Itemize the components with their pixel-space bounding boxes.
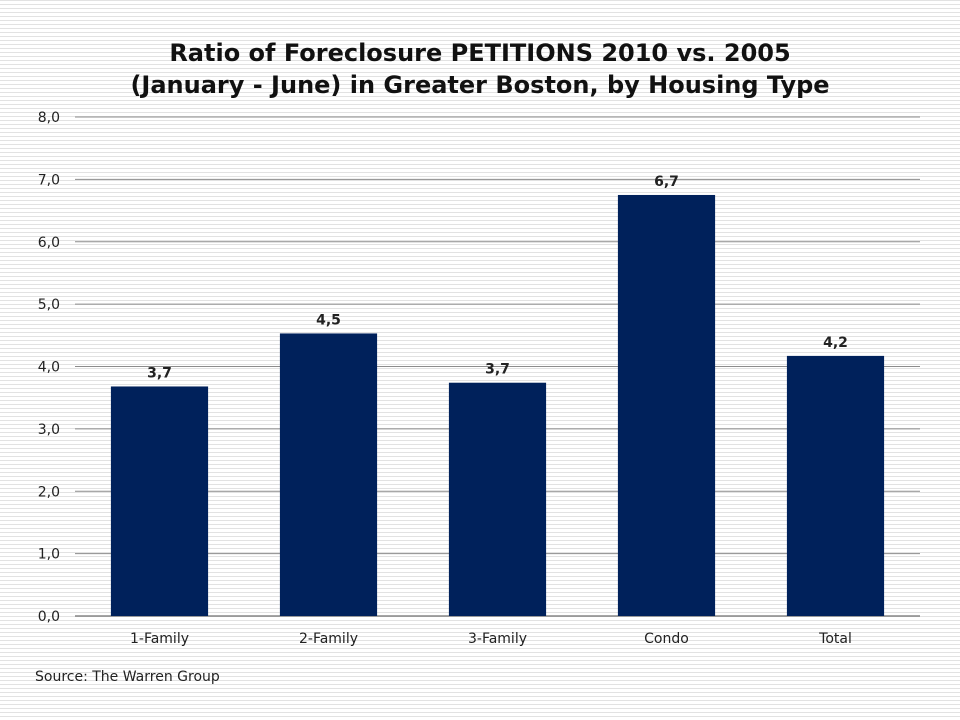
- y-tick-label: 1,0: [38, 547, 60, 563]
- y-tick-label: 5,0: [38, 297, 60, 313]
- y-tick-label: 2,0: [38, 484, 60, 500]
- bar: [110, 386, 209, 616]
- source-note: Source: The Warren Group: [35, 669, 220, 685]
- data-label: 3,7: [485, 362, 510, 378]
- y-axis-ticks: 0,0 1,0 2,0 3,0 4,0 5,0 6,0 7,0 8,0: [38, 110, 60, 625]
- data-label: 3,7: [147, 365, 172, 381]
- y-tick-label: 6,0: [38, 235, 60, 251]
- bar: [617, 194, 716, 616]
- y-tick-label: 7,0: [38, 172, 60, 188]
- x-tick-label: Condo: [644, 631, 689, 647]
- bar: [279, 333, 378, 616]
- x-tick-label: 3-Family: [468, 631, 527, 647]
- x-tick-label: 2-Family: [299, 631, 358, 647]
- x-tick-label: 1-Family: [130, 631, 189, 647]
- chart-title-line-1: Ratio of Foreclosure PETITIONS 2010 vs. …: [169, 39, 790, 67]
- y-tick-label: 3,0: [38, 422, 60, 438]
- y-tick-label: 4,0: [38, 360, 60, 376]
- x-axis-ticks: 1-Family 2-Family 3-Family Condo Total: [130, 631, 852, 647]
- data-label: 4,2: [823, 335, 848, 351]
- bars: [110, 194, 885, 616]
- bar: [448, 382, 547, 616]
- chart-title-line-2: (January - June) in Greater Boston, by H…: [130, 71, 829, 99]
- gridlines: [75, 116, 920, 617]
- x-tick-label: Total: [818, 631, 852, 647]
- data-label: 4,5: [316, 312, 341, 328]
- y-tick-label: 0,0: [38, 609, 60, 625]
- data-label: 6,7: [654, 174, 679, 190]
- bar: [786, 355, 885, 616]
- y-tick-label: 8,0: [38, 110, 60, 126]
- data-labels: 3,7 4,5 3,7 6,7 4,2: [147, 174, 848, 381]
